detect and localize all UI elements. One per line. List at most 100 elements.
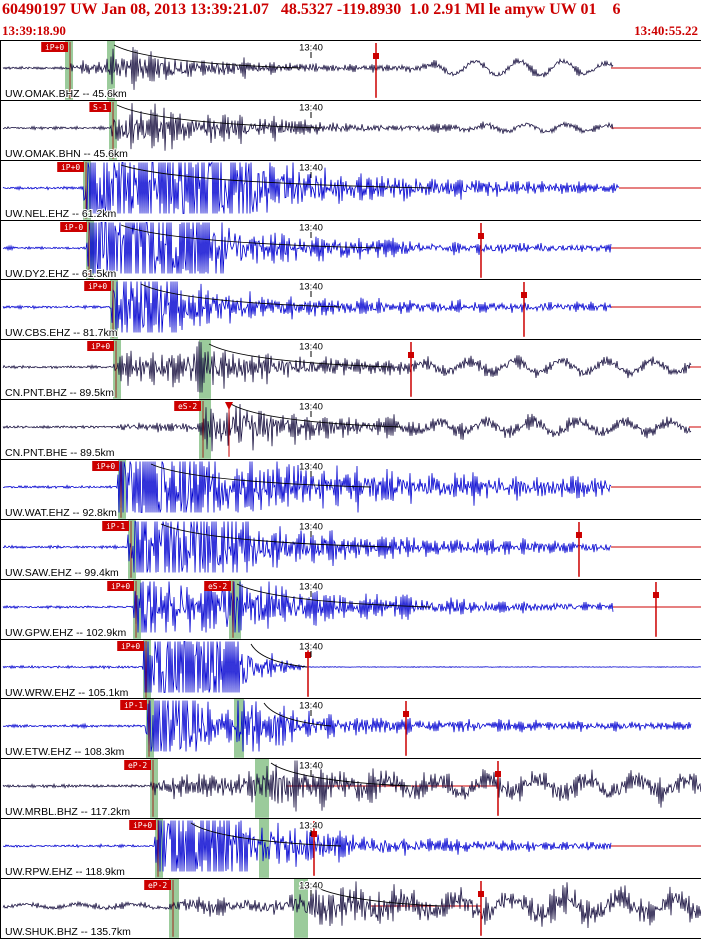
pick-window-band bbox=[128, 519, 137, 579]
phase-pick-box[interactable] bbox=[60, 221, 88, 232]
coda-decay-curve bbox=[120, 224, 382, 249]
station-label: UW.OMAK.BHN -- 45.6km bbox=[5, 149, 128, 160]
phase-pick-box[interactable] bbox=[120, 700, 148, 711]
pick-window-band bbox=[155, 819, 164, 878]
seismogram-waveform bbox=[2, 461, 612, 513]
duration-mark-handle[interactable] bbox=[520, 292, 527, 299]
duration-mark-handle[interactable] bbox=[305, 651, 312, 658]
trace-row[interactable]: iP+0 13:40 UW.NEL.EHZ -- 61.2km bbox=[1, 160, 701, 221]
phase-pick-box[interactable] bbox=[117, 640, 145, 651]
trace-row[interactable]: iP+0 13:40 UW.OMAK.BHZ -- 45.6km bbox=[1, 41, 701, 101]
trace-row[interactable]: iP+0 13:40 UW.WAT.EHZ -- 92.8km bbox=[1, 460, 701, 520]
station-label: UW.GPW.EHZ -- 102.9km bbox=[5, 628, 126, 639]
waveform-plot[interactable]: iP+0 13:40 UW.RPW.EHZ -- 118.9km bbox=[1, 819, 701, 878]
waveform-plot[interactable]: iP+0 eS-2 13:40 UW.GPW.EHZ -- 102.9km bbox=[1, 579, 701, 639]
phase-pick-box[interactable] bbox=[129, 820, 157, 831]
duration-mark-handle[interactable] bbox=[575, 531, 582, 538]
phase-pick-box[interactable] bbox=[57, 161, 85, 172]
coda-decay-curve bbox=[160, 523, 392, 548]
waveform-plot[interactable]: eP-2 13:40 UW.MRBL.BHZ -- 117.2km bbox=[1, 759, 701, 819]
phase-pick-label: iP+0 bbox=[91, 342, 110, 351]
waveform-plot[interactable]: iP-1 13:40 UW.ETW.EHZ -- 108.3km bbox=[1, 699, 701, 759]
phase-pick-box[interactable] bbox=[84, 281, 112, 292]
phase-pick-box[interactable] bbox=[102, 520, 130, 531]
waveform-plot[interactable]: eS-2 13:40 CN.PNT.BHE -- 89.5km bbox=[1, 400, 701, 459]
trace-row[interactable]: iP+0 13:40 UW.RPW.EHZ -- 118.9km bbox=[1, 819, 701, 880]
trace-row[interactable]: eP-2 13:40 UW.MRBL.BHZ -- 117.2km bbox=[1, 759, 701, 820]
trace-row[interactable]: iP-1 13:40 UW.SAW.EHZ -- 99.4km bbox=[1, 519, 701, 580]
duration-mark-handle[interactable] bbox=[407, 352, 414, 359]
duration-mark-handle[interactable] bbox=[494, 771, 501, 778]
waveform-plot[interactable]: iP+0 13:40 UW.WAT.EHZ -- 92.8km bbox=[1, 460, 701, 519]
waveform-plot[interactable]: iP-0 13:40 UW.DY2.EHZ -- 61.5km bbox=[1, 220, 701, 280]
trace-row[interactable]: iP+0 13:40 UW.CBS.EHZ -- 81.7km bbox=[1, 280, 701, 341]
phase-pick-box[interactable] bbox=[204, 580, 232, 591]
seismogram-waveform bbox=[2, 640, 701, 693]
phase-pick-box[interactable] bbox=[107, 580, 135, 591]
phase-pick-label: iP-1 bbox=[106, 522, 125, 531]
phase-pick-label: eP-2 bbox=[148, 881, 167, 890]
waveform-plot[interactable]: iP+0 13:40 CN.PNT.BHZ -- 89.5km bbox=[1, 340, 701, 400]
station-label: CN.PNT.BHE -- 89.5km bbox=[5, 448, 115, 459]
phase-pick-box[interactable] bbox=[174, 401, 202, 412]
trace-row[interactable]: iP+0 13:40 UW.WRW.EHZ -- 105.1km bbox=[1, 639, 701, 700]
station-label: UW.ETW.EHZ -- 108.3km bbox=[5, 747, 125, 758]
phase-pick-box[interactable] bbox=[89, 101, 112, 112]
coda-decay-curve bbox=[120, 164, 432, 189]
duration-mark-handle[interactable] bbox=[372, 52, 379, 59]
phase-pick-label: iP+0 bbox=[121, 642, 140, 651]
seismogram-waveform bbox=[2, 161, 620, 214]
waveform-plot[interactable]: iP+0 13:40 UW.CBS.EHZ -- 81.7km bbox=[1, 280, 701, 340]
minute-label: 13:40 bbox=[299, 701, 323, 712]
waveform-plot[interactable]: iP+0 13:40 UW.OMAK.BHZ -- 45.6km bbox=[1, 41, 701, 100]
window-end-time: 13:40:55.22 bbox=[634, 23, 698, 38]
phase-pick-box[interactable] bbox=[124, 760, 152, 771]
waveform-plot[interactable]: eP-2 13:40 UW.SHUK.BHZ -- 135.7km bbox=[1, 879, 701, 938]
phase-pick-label: iP+0 bbox=[61, 163, 80, 172]
station-label: UW.SHUK.BHZ -- 135.7km bbox=[5, 927, 131, 938]
phase-pick-box[interactable] bbox=[41, 41, 69, 52]
seismogram-waveform bbox=[2, 820, 612, 872]
trace-row[interactable]: iP-0 13:40 UW.DY2.EHZ -- 61.5km bbox=[1, 220, 701, 281]
duration-mark-handle[interactable] bbox=[477, 891, 484, 898]
phase-pick-box[interactable] bbox=[144, 880, 172, 891]
duration-mark-handle[interactable] bbox=[652, 591, 659, 598]
pick-window-band bbox=[107, 41, 116, 100]
station-label: UW.WRW.EHZ -- 105.1km bbox=[5, 687, 129, 698]
minute-label: 13:40 bbox=[299, 342, 323, 353]
waveform-plot[interactable]: iP-1 13:40 UW.SAW.EHZ -- 99.4km bbox=[1, 519, 701, 579]
phase-pick-box[interactable] bbox=[87, 341, 115, 352]
duration-mark-handle[interactable] bbox=[402, 711, 409, 718]
trace-row[interactable]: iP+0 eS-2 13:40 UW.GPW.EHZ -- 102.9km bbox=[1, 579, 701, 640]
s-pick-triangle[interactable] bbox=[225, 402, 234, 411]
phase-pick-box[interactable] bbox=[92, 461, 120, 472]
duration-mark-handle[interactable] bbox=[311, 831, 318, 838]
trace-row[interactable]: iP+0 13:40 CN.PNT.BHZ -- 89.5km bbox=[1, 340, 701, 401]
phase-pick-label: eS-2 bbox=[178, 402, 197, 411]
pick-window-band bbox=[146, 699, 155, 759]
trace-row[interactable]: S-1 13:40 UW.OMAK.BHN -- 45.6km bbox=[1, 100, 701, 161]
waveform-plot[interactable]: iP+0 13:40 UW.NEL.EHZ -- 61.2km bbox=[1, 160, 701, 220]
station-label: UW.DY2.EHZ -- 61.5km bbox=[5, 268, 117, 279]
trace-row[interactable]: eP-2 13:40 UW.SHUK.BHZ -- 135.7km bbox=[1, 879, 701, 939]
waveform-plot[interactable]: S-1 13:40 UW.OMAK.BHN -- 45.6km bbox=[1, 100, 701, 160]
minute-label: 13:40 bbox=[299, 282, 323, 293]
pick-window-band bbox=[150, 759, 159, 819]
minute-label: 13:40 bbox=[299, 162, 323, 173]
minute-label: 13:40 bbox=[299, 821, 323, 832]
phase-pick-label: iP+0 bbox=[133, 821, 152, 830]
event-summary-line: 60490197 UW Jan 08, 2013 13:39:21.07 48.… bbox=[2, 1, 621, 18]
pick-window-band bbox=[229, 579, 242, 639]
minute-label: 13:40 bbox=[299, 521, 323, 532]
trace-row[interactable]: iP-1 13:40 UW.ETW.EHZ -- 108.3km bbox=[1, 699, 701, 760]
phase-pick-label: iP+0 bbox=[88, 282, 107, 291]
phase-pick-label: iP-0 bbox=[64, 223, 83, 232]
seismogram-waveform bbox=[2, 102, 614, 151]
trace-row[interactable]: eS-2 13:40 CN.PNT.BHE -- 89.5km bbox=[1, 400, 701, 461]
minute-label: 13:40 bbox=[299, 641, 323, 652]
pick-window-band bbox=[294, 879, 309, 938]
station-label: UW.RPW.EHZ -- 118.9km bbox=[5, 867, 125, 878]
waveform-plot[interactable]: iP+0 13:40 UW.WRW.EHZ -- 105.1km bbox=[1, 639, 701, 699]
duration-mark-handle[interactable] bbox=[477, 232, 484, 239]
phase-pick-label: eS-2 bbox=[208, 582, 227, 591]
